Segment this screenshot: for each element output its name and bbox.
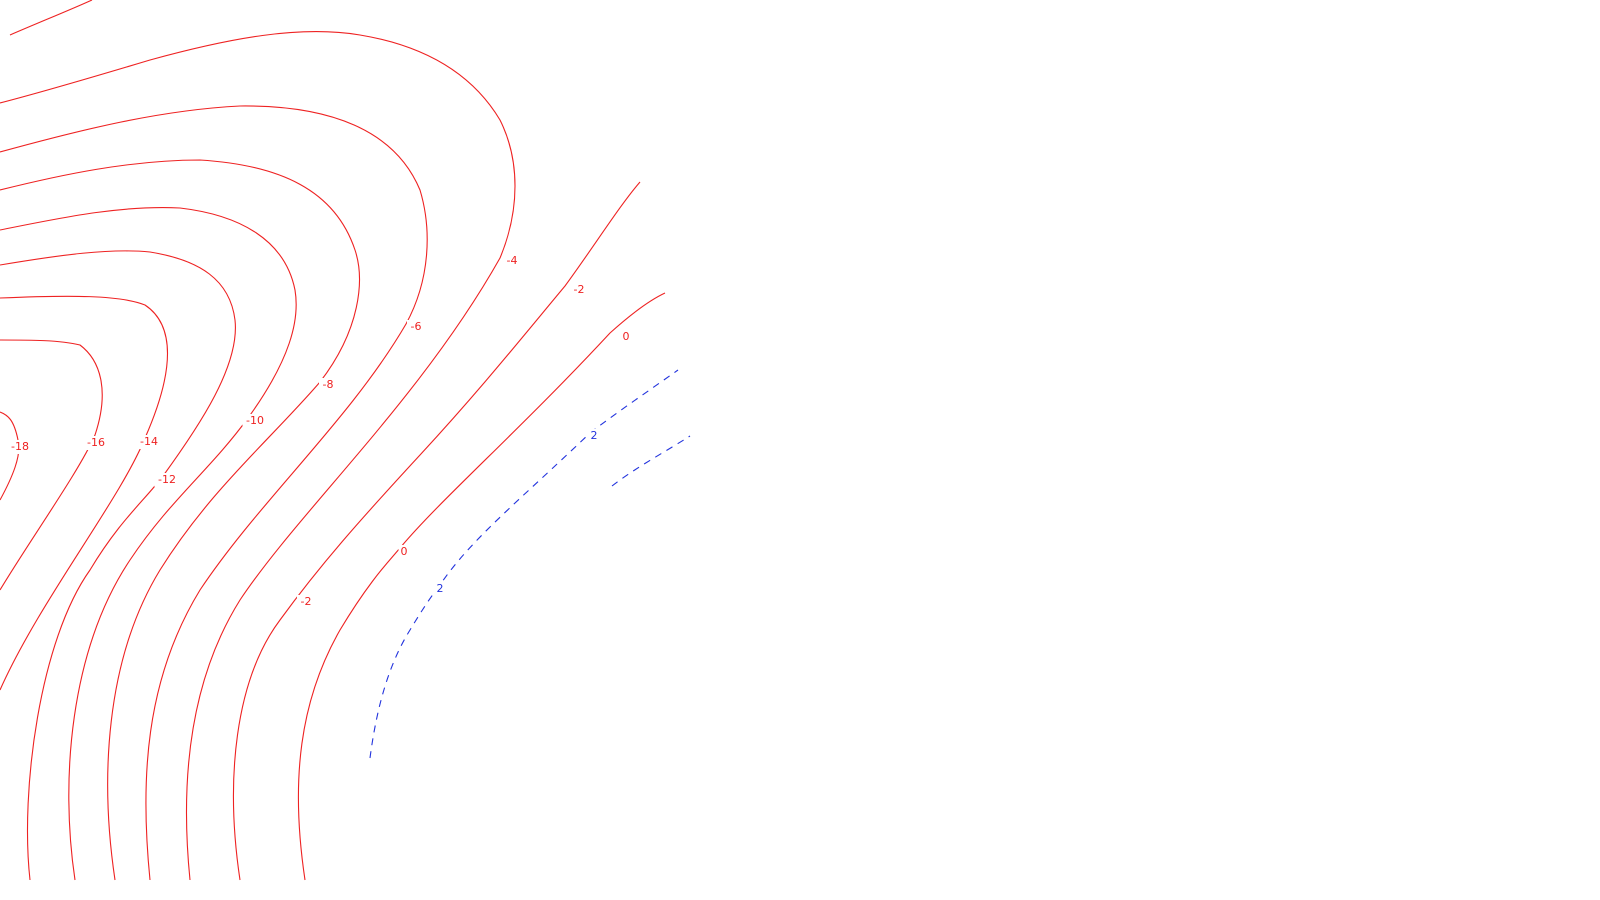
- contour-line-level-2-12: [369, 369, 679, 759]
- contour-label-background: [319, 378, 337, 392]
- contour-label: -10: [246, 414, 264, 427]
- contour-label-background: [434, 582, 446, 596]
- contour-label-background: [83, 436, 109, 450]
- contour-label: -8: [323, 378, 334, 391]
- contour-line-level-neg8-6: [0, 159, 360, 881]
- contour-label: 2: [437, 582, 444, 595]
- contour-line-level-neg16-1: [0, 339, 103, 591]
- contour-line-level-neg12-4: [0, 250, 236, 477]
- contour-lines: [0, 0, 691, 881]
- contour-line-level-neg2-10: [232, 181, 641, 881]
- contour-line-level-neg6-7: [0, 105, 428, 881]
- contour-line-level-neg12-3: [26, 475, 164, 881]
- contour-label-background: [570, 283, 588, 297]
- contour-line-level-neg14-2: [0, 295, 168, 691]
- contour-label: 0: [623, 330, 630, 343]
- contour-line-level-neg4-9: [9, 0, 93, 36]
- contour-label-background: [297, 595, 315, 609]
- contour-label-background: [242, 414, 268, 428]
- contour-label-background: [398, 545, 410, 559]
- contour-label-background: [154, 473, 180, 487]
- contour-label: -14: [140, 435, 158, 448]
- contour-label: -16: [87, 436, 105, 449]
- contour-line-level-2-13: [611, 435, 691, 487]
- contour-label: -6: [411, 320, 422, 333]
- contour-label: -12: [158, 473, 176, 486]
- contour-line-level-neg4-8: [0, 31, 516, 881]
- contour-line-level-0-11: [297, 292, 666, 881]
- contour-label: -4: [507, 254, 518, 267]
- contour-label: -18: [11, 440, 29, 453]
- contour-label: -2: [574, 283, 585, 296]
- contour-label-background: [136, 435, 162, 449]
- contour-label-background: [407, 320, 425, 334]
- contour-label: -2: [301, 595, 312, 608]
- contour-line-level-neg10-5: [0, 207, 297, 881]
- contour-line-level-neg18-0: [0, 411, 20, 501]
- contour-label-background: [503, 254, 521, 268]
- contour-label: 0: [401, 545, 408, 558]
- contour-label: 2: [591, 429, 598, 442]
- contour-label-background: [588, 429, 600, 443]
- contour-labels: -18 -16 -14 -12 -10 -8 -6 -4 -2 -2 0 0 2 2: [7, 254, 632, 609]
- contour-label-background: [7, 440, 33, 454]
- contour-label-background: [620, 330, 632, 344]
